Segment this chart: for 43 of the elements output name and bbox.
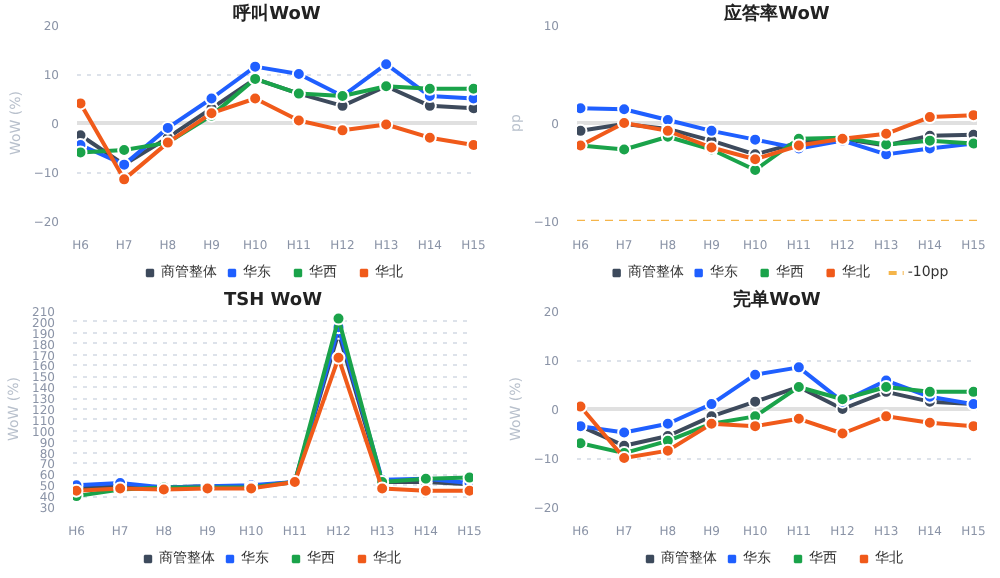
point bbox=[617, 102, 632, 117]
point bbox=[335, 123, 350, 138]
point bbox=[791, 411, 806, 426]
point bbox=[617, 425, 632, 440]
chart-title: 呼叫WoW bbox=[233, 3, 321, 25]
chart-title: 完单WoW bbox=[733, 289, 821, 311]
point bbox=[422, 130, 437, 145]
point bbox=[791, 360, 806, 375]
point bbox=[748, 132, 763, 147]
point bbox=[922, 415, 937, 430]
point bbox=[748, 152, 763, 167]
point bbox=[291, 113, 306, 128]
point bbox=[748, 394, 763, 409]
point bbox=[879, 379, 894, 394]
point bbox=[660, 416, 675, 431]
point bbox=[704, 397, 719, 412]
point bbox=[379, 57, 394, 72]
point bbox=[704, 123, 719, 138]
point bbox=[617, 451, 632, 465]
point bbox=[922, 110, 937, 125]
point bbox=[879, 126, 894, 141]
point bbox=[204, 91, 219, 106]
point bbox=[422, 81, 437, 96]
point bbox=[331, 311, 346, 326]
point bbox=[835, 426, 850, 441]
point bbox=[748, 419, 763, 434]
point bbox=[617, 142, 632, 157]
point bbox=[160, 120, 175, 135]
point bbox=[660, 443, 675, 458]
point bbox=[748, 367, 763, 382]
point bbox=[248, 59, 263, 74]
point bbox=[248, 91, 263, 106]
point bbox=[879, 409, 894, 424]
chart-title: 应答率WoW bbox=[722, 3, 830, 25]
point bbox=[922, 384, 937, 399]
point bbox=[291, 67, 306, 81]
point bbox=[379, 117, 394, 132]
point bbox=[331, 350, 346, 365]
chart-title: TSH WoW bbox=[224, 291, 323, 311]
point bbox=[375, 481, 390, 496]
point bbox=[922, 133, 937, 148]
point bbox=[418, 483, 433, 498]
point bbox=[117, 172, 132, 187]
